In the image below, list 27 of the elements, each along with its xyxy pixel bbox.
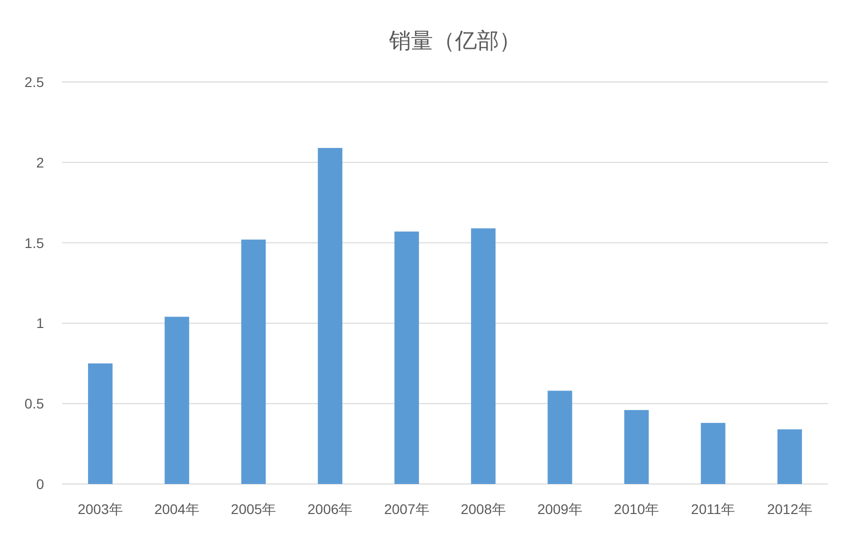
bar bbox=[624, 410, 649, 484]
x-tick-label: 2011年 bbox=[691, 501, 736, 517]
bar bbox=[777, 429, 802, 484]
x-tick-label: 2005年 bbox=[230, 501, 276, 517]
bar bbox=[241, 240, 266, 484]
bar bbox=[700, 422, 726, 484]
x-tick-label: 2012年 bbox=[767, 501, 812, 517]
x-tick-label: 2003年 bbox=[78, 501, 123, 517]
chart-title: 销量（亿部） bbox=[388, 28, 521, 53]
x-tick-label: 2007年 bbox=[384, 501, 430, 517]
bar bbox=[548, 390, 572, 484]
x-tick-label: 2004年 bbox=[154, 501, 200, 517]
bar bbox=[318, 148, 342, 484]
bar bbox=[471, 228, 496, 484]
bar bbox=[164, 316, 190, 484]
bar bbox=[394, 232, 419, 484]
y-tick-label: 2 bbox=[36, 154, 44, 170]
y-tick-label: 1 bbox=[36, 315, 44, 332]
y-tick-label: 0 bbox=[36, 476, 44, 492]
x-tick-label: 2010年 bbox=[614, 501, 660, 517]
bar bbox=[88, 363, 113, 484]
y-tick-label: 0.5 bbox=[24, 396, 44, 412]
x-tick-label: 2008年 bbox=[460, 501, 506, 517]
x-tick-label: 2009年 bbox=[537, 501, 582, 517]
y-tick-label: 1.5 bbox=[24, 234, 44, 251]
y-tick-label: 2.5 bbox=[24, 74, 44, 90]
x-tick-label: 2006年 bbox=[308, 501, 353, 517]
